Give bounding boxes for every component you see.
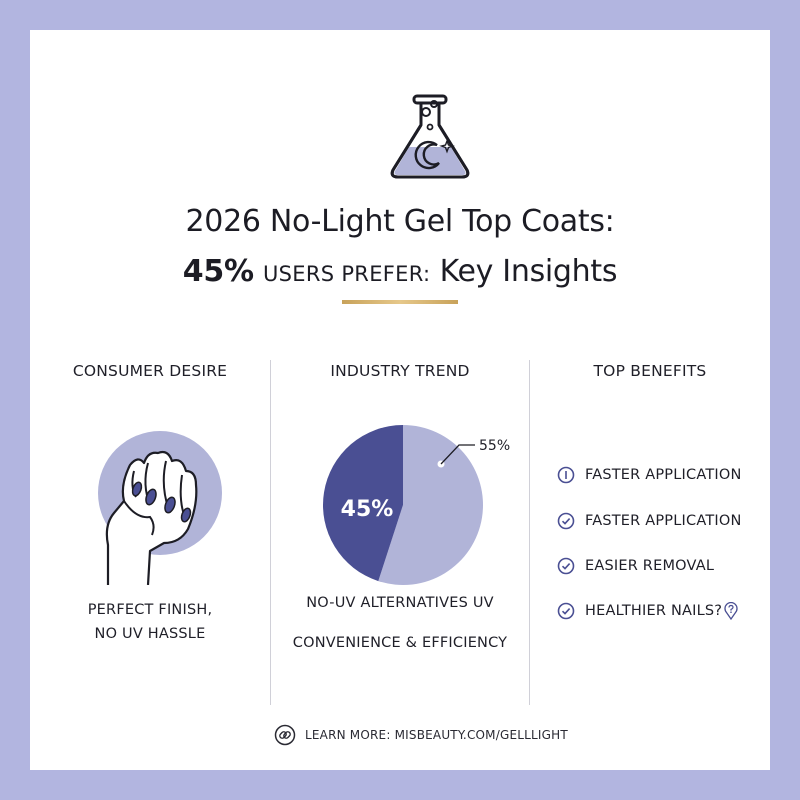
pie-callout-line (440, 444, 475, 465)
check-circle-icon (557, 512, 575, 530)
footer-link[interactable]: LEARN MORE: MISBEAUTY.COM/GELLLIGHT (274, 724, 568, 746)
title-percentage: 45% (182, 254, 254, 289)
info-circle-icon (557, 466, 575, 484)
pie-slice-55 (378, 425, 483, 585)
consumer-caption-line-1: PERFECT FINISH, (87, 602, 213, 618)
benefit-item-2: FASTER APPLICATION (557, 512, 742, 530)
pie-slice-45 (323, 425, 403, 582)
benefit-label: FASTER APPLICATION (585, 467, 742, 483)
title-line-2: 45% USERS PREFER: Key Insights (30, 254, 770, 289)
benefit-label: HEALTHIER NAILS? (585, 603, 723, 619)
pie-label-light: 55% (479, 438, 510, 454)
question-pin-icon (724, 602, 738, 620)
preference-pie-chart: 45% 55% (323, 425, 510, 585)
benefit-item-3: EASIER REMOVAL (557, 557, 714, 575)
industry-trend-heading: INDUSTRY TREND (330, 362, 470, 380)
pie-label-dark: 45% (341, 497, 394, 522)
benefit-label: FASTER APPLICATION (585, 513, 742, 529)
title-line-1: 2026 No-Light Gel Top Coats: (185, 204, 615, 239)
title-key-insights: Key Insights (439, 254, 618, 289)
manicured-hand-icon (98, 431, 222, 585)
trend-caption-line-1: NO-UV ALTERNATIVES UV (306, 595, 494, 611)
benefit-item-4: HEALTHIER NAILS? (557, 602, 738, 620)
link-icon (274, 724, 296, 746)
flask-icon (390, 94, 470, 179)
benefit-label: EASIER REMOVAL (585, 558, 715, 574)
title-users-prefer: USERS PREFER: (262, 262, 431, 286)
benefit-item-1: FASTER APPLICATION (557, 466, 742, 484)
trend-caption-line-2: CONVENIENCE & EFFICIENCY (292, 635, 508, 651)
column-divider-2 (529, 360, 530, 705)
column-divider-1 (270, 360, 271, 705)
consumer-caption-line-2: NO UV HASSLE (94, 626, 206, 642)
check-circle-icon (557, 557, 575, 575)
consumer-desire-heading: CONSUMER DESIRE (72, 362, 228, 380)
footer-link-label[interactable]: LEARN MORE: MISBEAUTY.COM/GELLLIGHT (305, 728, 568, 742)
top-benefits-heading: TOP BENEFITS (593, 362, 707, 380)
gold-divider (342, 300, 458, 304)
infographic-card: 2026 No-Light Gel Top Coats: 45% USERS P… (30, 30, 770, 770)
check-circle-icon (557, 602, 575, 620)
